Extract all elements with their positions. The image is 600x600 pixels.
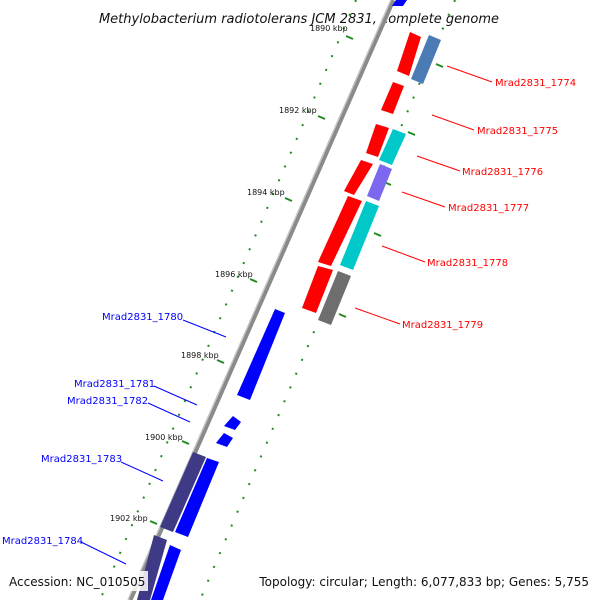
gene-label-1780[interactable]: Mrad2831_1780	[102, 312, 183, 323]
gene-label-1779[interactable]: Mrad2831_1779	[402, 320, 483, 331]
gene-arrow-1783	[160, 452, 206, 532]
tick-label: 1896 kbp	[215, 270, 253, 279]
gene-arrow-1776-outer	[379, 129, 406, 165]
gene-label-1777[interactable]: Mrad2831_1777	[448, 203, 529, 214]
major-tick	[284, 197, 293, 202]
gene-label-1775[interactable]: Mrad2831_1775	[477, 126, 558, 137]
topology-text: Topology: circular; Length: 6,077,833 bp…	[258, 575, 589, 589]
tick-label: 1898 kbp	[181, 351, 219, 360]
gene-label-1778[interactable]: Mrad2831_1778	[427, 258, 508, 269]
gene-label-1776[interactable]: Mrad2831_1776	[462, 167, 543, 178]
gene-arrow-1774	[397, 32, 421, 76]
right-tick	[338, 313, 347, 318]
tick-label: 1900 kbp	[145, 433, 183, 442]
gene-arrow-1777-outer	[367, 164, 392, 201]
right-tick	[407, 131, 416, 136]
tick-label: 1902 kbp	[110, 514, 148, 523]
gene-arrow-1779-outer	[318, 271, 351, 325]
map-title: Methylobacterium radiotolerans JCM 2831,…	[99, 12, 499, 27]
accession-text: Accession: NC_010505	[9, 575, 145, 589]
gene-arrow-1783-inner	[175, 458, 219, 537]
callout-line	[354, 307, 401, 325]
gene-arrow-1782	[216, 433, 233, 447]
gene-label-1781[interactable]: Mrad2831_1781	[74, 379, 155, 390]
callout-line	[80, 541, 127, 565]
callout-line	[153, 385, 198, 406]
gene-arrow-1775	[381, 82, 404, 114]
callout-line	[446, 65, 493, 83]
accession-backdrop	[6, 571, 148, 591]
callout-line	[147, 402, 191, 423]
gene-arrow-1780	[237, 309, 285, 400]
gene-arrow-1781	[224, 416, 241, 430]
callout-line	[381, 245, 426, 263]
gene-arrow-1778	[318, 196, 362, 266]
gene-arrow-1776	[366, 124, 389, 157]
major-tick	[345, 35, 354, 40]
callout-line	[120, 461, 164, 482]
tick-label: 1890 kbp	[310, 24, 348, 33]
genome-backbone-highlight	[127, 0, 392, 600]
callout-line	[416, 155, 461, 172]
major-tick	[149, 520, 158, 525]
major-tick	[249, 278, 258, 283]
gene-arrow-1774-outer	[411, 35, 441, 84]
callout-line	[182, 319, 227, 338]
gene-arrow-1778-outer	[340, 201, 379, 270]
major-tick	[317, 115, 326, 120]
gene-arrow-1779	[302, 266, 333, 313]
left-callouts	[80, 319, 227, 565]
tick-label: 1892 kbp	[279, 106, 317, 115]
gene-arrow-1784-inner	[151, 545, 181, 600]
gene-arrow-1777	[344, 160, 373, 195]
right-tick	[435, 63, 444, 68]
tick-label: 1894 kbp	[247, 188, 285, 197]
right-tick	[373, 232, 382, 237]
gene-label-1783[interactable]: Mrad2831_1783	[41, 454, 122, 465]
gene-label-1784[interactable]: Mrad2831_1784	[2, 536, 83, 547]
right-callouts	[354, 65, 493, 325]
callout-line	[401, 191, 446, 208]
gene-arrow-top-fragment	[392, 0, 407, 6]
callout-line	[431, 114, 475, 131]
major-tick	[181, 440, 190, 445]
major-tick	[216, 359, 225, 364]
gene-label-1782[interactable]: Mrad2831_1782	[67, 396, 148, 407]
gene-label-1774[interactable]: Mrad2831_1774	[495, 78, 576, 89]
